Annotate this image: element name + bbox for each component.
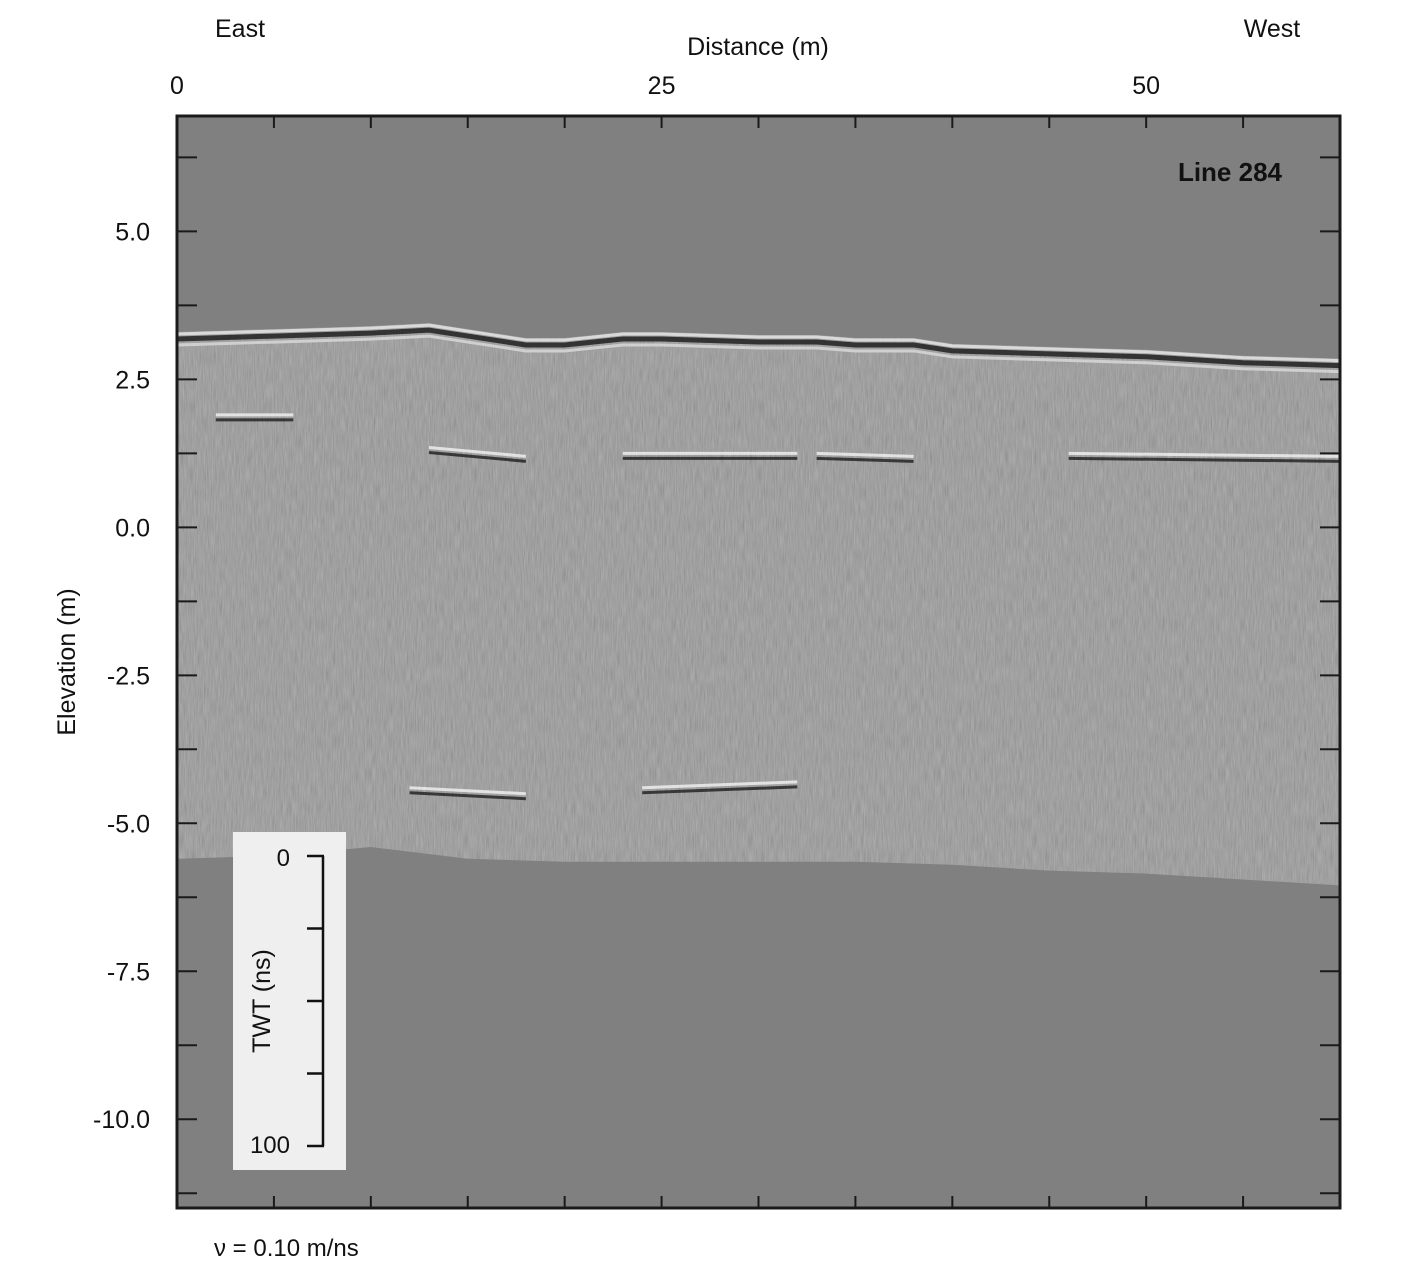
axis-tick-labels: 0 25 50 5.0 2.5 0.0 -2.5 -5.0 -7.5 -10.0	[93, 72, 1160, 1134]
reflector-dark	[1068, 456, 1340, 463]
reflector-bright	[428, 445, 527, 458]
ground-surface-secondary	[177, 334, 1340, 374]
reflector-bright	[642, 780, 798, 790]
reflector-dark	[816, 456, 914, 463]
twt-scale-label: TWT (ns)	[248, 949, 276, 1053]
y-tick-label: 0.0	[115, 514, 150, 542]
twt-top-label: 0	[277, 845, 290, 872]
y-tick-label: 2.5	[115, 366, 150, 394]
ground-surface	[177, 323, 1340, 374]
reflector-dark	[642, 785, 798, 795]
twt-bottom-label: 100	[250, 1132, 290, 1159]
velocity-note: ν = 0.10 m/ns	[214, 1235, 359, 1262]
y-tick-label: -2.5	[107, 662, 150, 690]
ground-surface-dark	[177, 327, 1340, 369]
reflector-bright	[409, 786, 526, 796]
chart-title: Line 284	[1178, 157, 1283, 187]
ground-surface-bright	[177, 323, 1340, 363]
direction-left-label: East	[215, 15, 265, 43]
x-axis-label: Distance (m)	[687, 33, 829, 61]
y-tick-label: 5.0	[115, 218, 150, 246]
reflector-dark	[428, 450, 527, 463]
x-tick-label: 0	[170, 72, 184, 100]
reflector-bright	[816, 451, 914, 458]
twt-scale-ticks	[307, 854, 324, 1148]
direction-right-label: West	[1244, 15, 1301, 43]
twt-scale-legend: 0 100 TWT (ns)	[233, 832, 346, 1170]
x-tick-label: 50	[1132, 72, 1160, 100]
radargram-texture	[177, 323, 1340, 886]
y-tick-label: -7.5	[107, 958, 150, 986]
y-tick-label: -5.0	[107, 810, 150, 838]
reflector-bright	[1068, 451, 1340, 458]
radargram-data	[177, 323, 1340, 886]
reflectors	[215, 413, 1340, 801]
plot-frame	[175, 114, 1342, 1210]
y-tick-label: -10.0	[93, 1106, 150, 1134]
twt-legend-box	[233, 832, 346, 1170]
reflector-dark	[409, 791, 526, 801]
x-tick-label: 25	[648, 72, 676, 100]
y-axis-label: Elevation (m)	[53, 588, 81, 735]
